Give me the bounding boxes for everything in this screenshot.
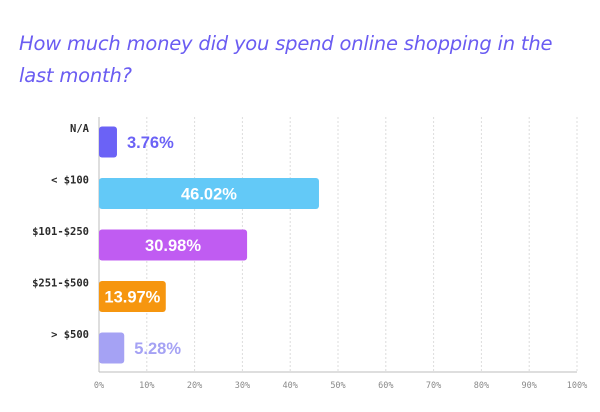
category-label: $251-$500 xyxy=(32,278,89,290)
category-label: > $500 xyxy=(51,329,89,341)
bar xyxy=(99,332,125,364)
x-tick-label: 90% xyxy=(522,381,537,391)
x-tick-label: 0% xyxy=(94,381,104,391)
category-label: $101-$250 xyxy=(32,226,89,238)
value-label: 13.97% xyxy=(104,289,160,307)
bar xyxy=(99,281,166,312)
x-tick-label: 100% xyxy=(567,381,587,391)
x-tick-label: 30% xyxy=(235,381,250,391)
x-tick-label: 60% xyxy=(378,381,393,391)
value-label: 5.28% xyxy=(134,340,181,358)
chart-title: How much money did you spend online shop… xyxy=(19,32,553,87)
category-label: < $100 xyxy=(51,175,89,187)
x-tick-label: 70% xyxy=(426,381,441,391)
bar xyxy=(99,126,117,158)
bar xyxy=(99,178,319,209)
x-tick-label: 10% xyxy=(139,381,154,391)
value-label: 3.76% xyxy=(127,134,174,152)
x-tick-label: 50% xyxy=(330,381,345,391)
x-tick-label: 20% xyxy=(187,381,202,391)
bar xyxy=(99,229,248,261)
value-label: 46.02% xyxy=(181,186,237,204)
value-label: 30.98% xyxy=(145,237,201,255)
x-tick-label: 40% xyxy=(283,381,298,391)
category-label: N/A xyxy=(70,123,90,135)
x-tick-label: 80% xyxy=(474,381,489,391)
